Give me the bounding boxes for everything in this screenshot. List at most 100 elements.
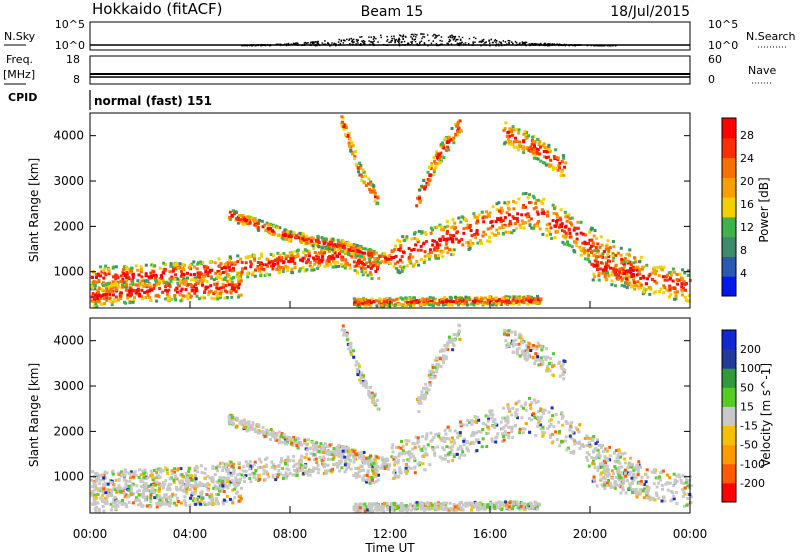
- noise-point: [324, 40, 326, 42]
- data-point: [408, 466, 412, 470]
- data-point: [433, 159, 437, 163]
- data-point: [449, 298, 453, 302]
- data-point: [413, 471, 417, 475]
- data-point: [178, 487, 182, 491]
- data-point: [447, 460, 450, 463]
- data-point: [90, 284, 94, 288]
- data-point: [500, 297, 504, 301]
- data-point: [322, 447, 325, 451]
- noise-point: [316, 44, 318, 47]
- data-point: [197, 297, 201, 301]
- data-point: [391, 450, 395, 454]
- data-point: [536, 410, 540, 414]
- data-point: [546, 213, 550, 217]
- data-point: [172, 480, 176, 484]
- noise-point: [413, 35, 415, 37]
- data-point: [564, 420, 568, 423]
- data-point: [665, 288, 669, 292]
- data-point: [470, 302, 474, 306]
- data-point: [356, 299, 360, 302]
- data-point: [129, 486, 133, 490]
- noise-point: [391, 39, 393, 42]
- data-point: [359, 454, 362, 458]
- data-point: [506, 418, 510, 422]
- data-point: [630, 275, 634, 279]
- data-point: [293, 266, 297, 270]
- data-point: [374, 299, 378, 303]
- data-point: [432, 173, 436, 177]
- data-point: [159, 470, 163, 474]
- noise-point: [335, 44, 337, 47]
- data-point: [467, 296, 471, 300]
- data-point: [164, 297, 168, 301]
- data-point: [340, 456, 344, 460]
- data-point: [252, 471, 256, 475]
- data-point: [625, 275, 629, 279]
- data-point: [105, 287, 109, 291]
- data-point: [274, 478, 278, 482]
- data-point: [446, 145, 450, 149]
- freq-left-label: Freq.: [6, 53, 33, 66]
- data-point: [290, 254, 294, 258]
- data-point: [358, 254, 362, 258]
- noise-point: [252, 44, 255, 46]
- data-point: [413, 301, 417, 305]
- data-point: [308, 264, 312, 268]
- data-point: [574, 426, 578, 430]
- data-point: [621, 268, 625, 272]
- data-point: [230, 479, 234, 483]
- data-point: [490, 231, 494, 235]
- data-point: [612, 256, 616, 259]
- data-point: [337, 252, 341, 256]
- data-point: [263, 223, 267, 227]
- data-point: [495, 435, 499, 439]
- data-point: [246, 222, 249, 226]
- data-point: [276, 226, 280, 230]
- data-point: [386, 261, 390, 265]
- data-point: [425, 240, 428, 243]
- data-point: [404, 439, 408, 442]
- noise-point: [251, 45, 253, 47]
- noise-point: [301, 44, 303, 46]
- noise-point: [344, 40, 346, 42]
- data-point: [347, 446, 350, 450]
- data-point: [213, 297, 217, 301]
- data-point: [206, 285, 210, 289]
- data-point: [298, 465, 302, 469]
- noise-point: [277, 43, 279, 45]
- data-point: [251, 271, 255, 275]
- data-point: [400, 255, 404, 259]
- data-point: [367, 302, 371, 306]
- data-point: [566, 240, 569, 244]
- data-point: [374, 251, 378, 255]
- data-point: [582, 246, 586, 250]
- noise-point: [465, 44, 467, 46]
- data-point: [604, 256, 608, 260]
- data-point: [385, 458, 389, 462]
- data-point: [285, 463, 289, 467]
- data-point: [510, 130, 513, 134]
- data-point: [154, 284, 158, 288]
- data-point: [413, 446, 417, 450]
- noise-point: [372, 41, 374, 43]
- noise-point: [328, 43, 330, 45]
- data-point: [512, 207, 516, 211]
- data-point: [543, 408, 547, 412]
- data-point: [459, 296, 463, 300]
- noise-point: [370, 36, 372, 38]
- data-point: [234, 290, 238, 293]
- data-point: [632, 261, 636, 265]
- data-point: [686, 273, 690, 277]
- data-point: [329, 237, 333, 241]
- data-point: [280, 432, 284, 436]
- data-point: [103, 470, 107, 474]
- data-point: [539, 416, 543, 420]
- data-point: [301, 266, 305, 270]
- data-point: [103, 297, 106, 301]
- data-point: [188, 488, 192, 491]
- data-point: [530, 150, 534, 153]
- data-point: [507, 436, 511, 440]
- data-point: [544, 163, 548, 167]
- data-point: [434, 153, 438, 157]
- data-point: [428, 463, 432, 467]
